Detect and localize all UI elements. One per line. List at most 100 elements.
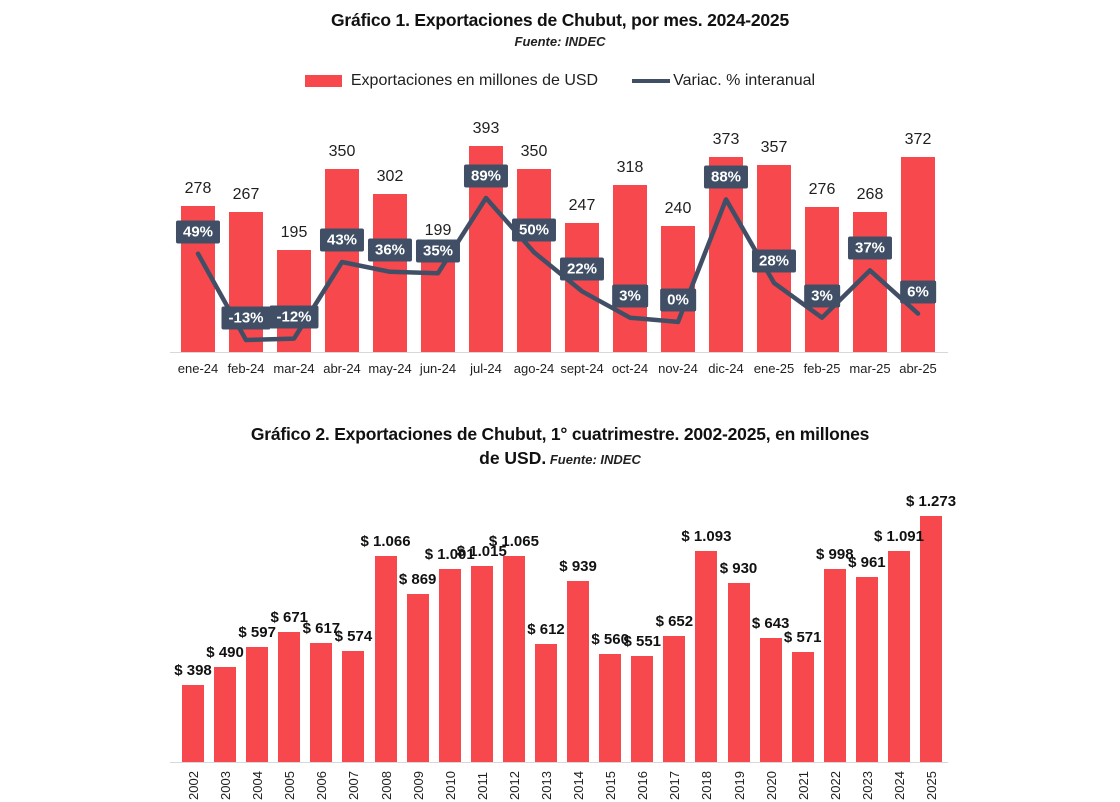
year-label: 2025	[924, 771, 940, 800]
variation-badge: 49%	[175, 220, 221, 244]
legend-item-exports: Exportaciones en millones de USD	[304, 72, 599, 90]
bar	[901, 157, 935, 352]
year-label: 2006	[314, 771, 330, 800]
bar-value-label: $ 939	[559, 558, 597, 575]
year-label: 2024	[891, 771, 907, 800]
bar-value-label: 350	[520, 143, 548, 160]
bar	[310, 643, 333, 762]
month-label: abr-24	[323, 361, 361, 376]
variation-badge: -13%	[221, 306, 271, 330]
bar	[182, 685, 204, 762]
legend-line-swatch-icon	[632, 79, 671, 83]
bar-value-label: $ 398	[174, 662, 212, 679]
month-label: jul-24	[470, 361, 502, 376]
month-label: dic-24	[708, 361, 744, 376]
bar	[534, 644, 557, 762]
bar	[406, 594, 429, 762]
bar-value-label: $ 1.001	[424, 546, 475, 563]
legend-line-label: Variac. % interanual	[673, 72, 816, 89]
bar	[613, 185, 647, 352]
bar	[823, 569, 846, 762]
variation-badge: 3%	[804, 284, 840, 308]
year-label: 2023	[859, 771, 875, 800]
chart1-legend: Exportaciones en millones de USD Variac.…	[0, 72, 1120, 90]
bar	[567, 581, 590, 762]
year-label: 2019	[731, 771, 747, 800]
year-label: 2003	[218, 771, 234, 800]
variation-badge: 37%	[847, 236, 893, 260]
variation-badge: 28%	[751, 249, 797, 273]
bar-value-label: $ 961	[848, 554, 886, 571]
bar	[470, 566, 493, 762]
bar	[855, 577, 878, 762]
bar-value-label: 278	[184, 180, 212, 197]
chart2-title-line1: Gráfico 2. Exportaciones de Chubut, 1° c…	[250, 424, 870, 444]
month-label: may-24	[368, 361, 412, 376]
bar	[517, 169, 551, 352]
bar	[727, 583, 750, 762]
bar	[438, 569, 461, 762]
bar-value-label: 195	[280, 224, 308, 241]
bar	[374, 556, 397, 762]
year-label: 2018	[699, 771, 715, 800]
bar	[791, 652, 814, 762]
year-label: 2022	[827, 771, 843, 800]
year-label: 2005	[282, 771, 298, 800]
bar-value-label: $ 869	[398, 571, 437, 588]
year-label: 2021	[795, 771, 811, 800]
bar-value-label: $ 1.091	[873, 528, 924, 545]
year-label: 2002	[186, 771, 201, 800]
bar-value-label: $ 571	[783, 629, 822, 646]
x-axis-line	[170, 762, 948, 763]
month-label: mar-24	[273, 361, 315, 376]
chart2-title-bold: de USD.	[479, 448, 547, 468]
bar-value-label: $ 574	[334, 628, 373, 645]
year-label: 2011	[474, 772, 490, 800]
bar-value-label: 372	[904, 131, 932, 148]
bar-value-label: $ 1.273	[906, 493, 957, 510]
bar	[695, 551, 718, 762]
variation-badge: 22%	[559, 257, 605, 281]
chart1-title: Gráfico 1. Exportaciones de Chubut, por …	[331, 10, 789, 30]
variation-badge: 36%	[367, 238, 413, 262]
x-axis-line	[170, 352, 948, 353]
legend-bar-label: Exportaciones en millones de USD	[350, 72, 599, 89]
bar	[373, 194, 407, 352]
bar-value-label: $ 490	[206, 644, 244, 661]
month-label: sept-24	[560, 361, 604, 376]
bar-value-label: $ 560	[591, 631, 629, 648]
bar-value-label: 350	[328, 143, 356, 160]
year-label: 2010	[442, 771, 458, 800]
bar-value-label: $ 1.065	[488, 533, 539, 550]
variation-badge: 35%	[415, 239, 461, 263]
variation-line	[195, 195, 921, 343]
month-label: ene-24	[177, 361, 219, 376]
bar-value-label: 318	[616, 159, 644, 176]
variation-badge: 0%	[660, 288, 696, 312]
bar-value-label: $ 652	[655, 613, 694, 630]
bar	[278, 632, 301, 762]
bar-value-label: $ 612	[527, 621, 565, 638]
bar	[631, 656, 654, 762]
variation-badge: 3%	[612, 284, 648, 308]
bar	[565, 223, 599, 352]
variation-badge: 88%	[703, 165, 749, 189]
bar	[599, 654, 622, 762]
variation-badge: 89%	[463, 164, 509, 188]
bar-value-label: 240	[664, 200, 692, 217]
year-label: 2015	[603, 771, 619, 800]
year-label: 2016	[635, 771, 651, 800]
bar	[246, 647, 269, 762]
chart2-plot-area: $ 398 2002 $ 490 2003 $ 597 2004 $ 671 2005 $ 61…	[0, 480, 1120, 802]
bar-value-label: 393	[472, 120, 500, 137]
bar-value-label: 276	[808, 181, 836, 198]
bar-value-label: $ 1.015	[456, 543, 507, 560]
month-label: ago-24	[513, 361, 555, 376]
bar-value-label: 199	[424, 222, 452, 239]
bar-value-label: 302	[376, 168, 404, 185]
chart1-source: Fuente: INDEC	[514, 34, 606, 49]
bar-value-label: 267	[232, 186, 260, 203]
bar-value-label: $ 617	[302, 620, 341, 637]
chart1-plot-area: 278 ene-24 267 feb-24 195 mar-24 350 abr-24 302 m…	[0, 110, 1120, 400]
